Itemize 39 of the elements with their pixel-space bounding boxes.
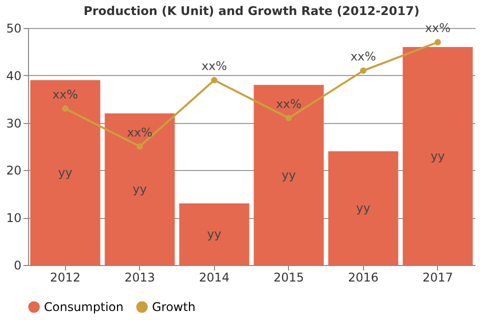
x-tick-label: 2013 (124, 270, 156, 284)
data-label: yy (58, 166, 72, 180)
point (62, 105, 68, 112)
data-label: xx% (201, 59, 228, 74)
bar (104, 113, 175, 265)
y-tick-label: 30 (6, 116, 22, 130)
legend-label: Growth (152, 300, 196, 314)
point (136, 143, 143, 150)
point (434, 39, 441, 46)
data-label: yy (282, 168, 296, 182)
point (286, 114, 292, 122)
y-tick-label: 10 (6, 211, 22, 226)
x-tick-label: 2016 (348, 270, 379, 284)
data-label: xx% (52, 88, 78, 102)
data-label: xx% (350, 50, 376, 64)
bar (30, 80, 100, 265)
point (360, 68, 366, 74)
legend-label: Consumption (44, 300, 124, 314)
y-tick-label: 20 (6, 164, 22, 178)
data-label: xx% (126, 126, 153, 140)
data-label: yy (207, 227, 222, 242)
x-tick-label: 2017 (422, 270, 454, 284)
bar (402, 46, 473, 265)
bar (179, 203, 250, 265)
chart-title: Production (K Unit) and Growth Rate (2012-2017) (84, 4, 420, 18)
bar (328, 151, 398, 265)
x-tick-label: 2015 (273, 270, 304, 284)
y-tick-label: 40 (6, 68, 22, 83)
y-tick-label: 0 (14, 258, 22, 272)
data-label: xx% (424, 21, 451, 36)
data-label: yy (132, 182, 147, 196)
bar (254, 84, 324, 265)
point (211, 76, 218, 84)
data-label: xx% (276, 97, 302, 112)
y-tick-label: 50 (6, 22, 22, 36)
data-label: yy (356, 201, 370, 216)
x-tick-label: 2012 (50, 270, 81, 284)
data-label: yy (430, 148, 445, 163)
x-tick-label: 2014 (198, 270, 230, 284)
